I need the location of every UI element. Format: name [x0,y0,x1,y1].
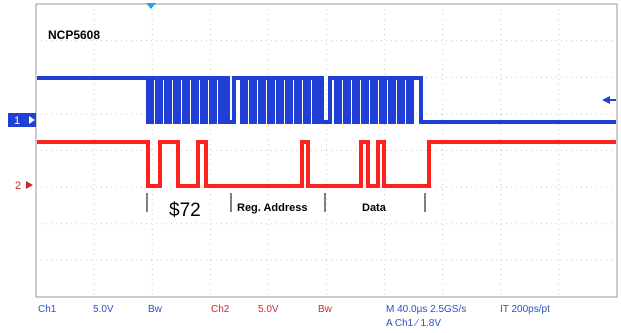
timebase-readout[interactable]: M 40.0µs 2.5GS/s [386,304,466,315]
ch2-offset-arrow-icon [26,181,33,189]
waveform-label: NCP5608 [48,28,100,42]
ch1-scale[interactable]: 5.0V [93,304,114,315]
data-annotation: Data [362,202,387,214]
ch2-marker[interactable]: 2 [15,180,33,192]
graticule [35,3,618,298]
status-bar: Ch1 5.0V Bw Ch2 5.0V Bw M 40.0µs 2.5GS/s… [38,304,550,329]
protocol-annotations: $72 Reg. Address Data [146,193,426,221]
ch1-marker-label: 1 [14,115,20,127]
trigger-level-arrow-icon [602,96,610,104]
ch2-trace [37,140,616,188]
ch2-label[interactable]: Ch2 [211,304,230,315]
trigger-position-icon [146,3,156,9]
ch2-coupling: Bw [318,304,333,315]
ch1-offset-arrow-icon [29,116,35,124]
ch1-trace [37,76,616,124]
record-length-readout: IT 200ps/pt [500,304,550,315]
ch2-marker-label: 2 [15,180,21,192]
ch1-marker[interactable]: 1 [8,113,36,127]
trigger-readout[interactable]: A Ch1 ⁄ 1.8V [386,318,441,329]
ch1-label[interactable]: Ch1 [38,304,57,315]
ch1-coupling: Bw [148,304,163,315]
ch2-scale[interactable]: 5.0V [258,304,279,315]
address-annotation: $72 [169,200,201,221]
register-annotation: Reg. Address [237,202,308,214]
